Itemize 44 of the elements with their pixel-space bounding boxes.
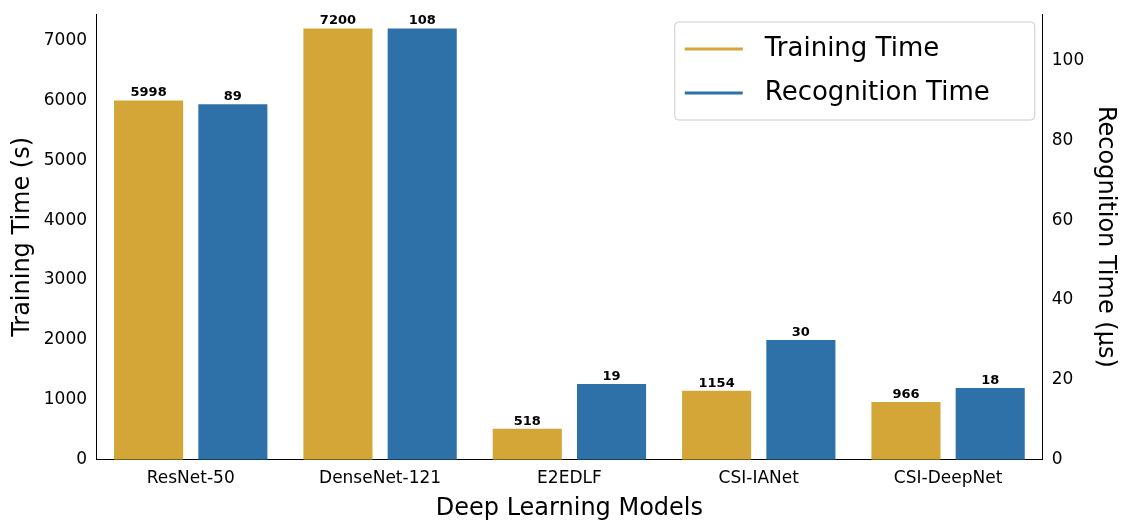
- data-label: 1154: [698, 374, 735, 390]
- bar: [492, 428, 562, 460]
- bar: [682, 390, 752, 460]
- data-label: 966: [892, 385, 920, 401]
- bar: [387, 28, 457, 460]
- data-label: 7200: [319, 12, 357, 28]
- data-label: 19: [602, 367, 621, 383]
- x-tick-label: CSI-DeepNet: [893, 467, 1003, 488]
- x-tick-label: CSI-IANet: [718, 467, 800, 488]
- y2-tick-label: 20: [1051, 368, 1074, 389]
- y-axis-title: Training Time (s): [6, 136, 35, 338]
- y2-axis-title: Recognition Time (μs): [1093, 105, 1122, 368]
- bar: [198, 104, 268, 460]
- x-axis-title: Deep Learning Models: [435, 492, 704, 521]
- y-tick-label: 7000: [43, 28, 88, 49]
- bar: [576, 383, 647, 460]
- y2-tick-label: 80: [1051, 128, 1074, 149]
- y2-tick-label: 60: [1051, 208, 1074, 229]
- y-tick-label: 5000: [43, 148, 88, 169]
- data-label: 30: [791, 323, 810, 339]
- x-tick-label: DenseNet-121: [319, 467, 442, 488]
- bar: [955, 387, 1025, 460]
- y2-tick-label: 100: [1051, 48, 1085, 69]
- data-label: 108: [408, 12, 436, 28]
- bar: [871, 401, 941, 460]
- data-label: 518: [513, 412, 541, 428]
- y-tick-label: 2000: [43, 328, 88, 349]
- x-tick-label: E2EDLF: [537, 467, 602, 488]
- x-tick-label: ResNet-50: [146, 467, 235, 488]
- bar: [766, 339, 836, 460]
- y-tick-label: 0: [76, 448, 88, 469]
- legend-label: Recognition Time: [764, 75, 990, 106]
- y-tick-label: 6000: [43, 88, 88, 109]
- y-tick-label: 3000: [43, 268, 88, 289]
- bar: [303, 28, 373, 460]
- data-label: 89: [223, 88, 242, 104]
- y-tick-label: 4000: [43, 208, 88, 229]
- y-tick-label: 1000: [43, 388, 88, 409]
- data-label: 5998: [130, 84, 167, 100]
- bar: [114, 100, 184, 460]
- legend-label: Training Time: [763, 31, 940, 62]
- y2-tick-label: 0: [1051, 448, 1063, 469]
- y2-tick-label: 40: [1051, 288, 1074, 309]
- data-label: 18: [981, 371, 1000, 387]
